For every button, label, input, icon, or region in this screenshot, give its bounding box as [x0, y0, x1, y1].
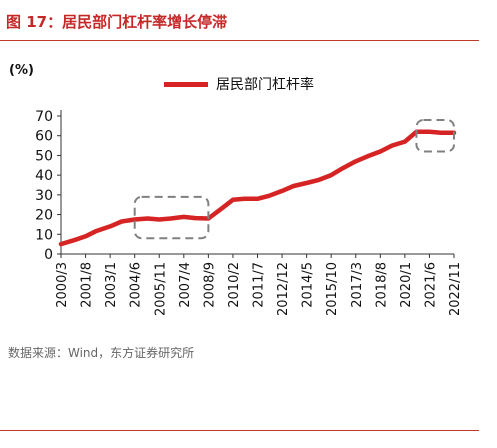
legend-swatch — [164, 82, 208, 87]
highlight-box — [415, 118, 456, 153]
y-tick-label: 0 — [44, 247, 53, 263]
figure-title: 图 17：居民部门杠杆率增长停滞 — [6, 13, 228, 31]
x-tick-label: 2007/4 — [178, 262, 193, 308]
y-tick-label: 70 — [35, 109, 53, 125]
y-tick-label: 60 — [35, 129, 53, 145]
x-tick-label: 2014/5 — [301, 262, 316, 308]
x-tick-label: 2011/7 — [252, 262, 267, 308]
x-tick-label: 2010/2 — [227, 262, 242, 308]
x-tick-label: 2022/11 — [448, 262, 463, 316]
legend-label: 居民部门杠杆率 — [216, 77, 314, 93]
x-tick-label: 2021/6 — [423, 262, 438, 308]
y-tick-label: 10 — [35, 227, 53, 243]
x-tick-label: 2008/9 — [202, 262, 217, 308]
x-tick-label: 2001/8 — [80, 262, 95, 308]
bottom-divider — [0, 430, 479, 431]
x-tick-label: 2018/8 — [374, 262, 389, 308]
y-tick-label: 30 — [35, 188, 53, 204]
y-axis-unit: (%) — [9, 63, 34, 78]
series-line — [58, 129, 457, 247]
y-tick-label: 20 — [35, 208, 53, 224]
y-tick-label: 50 — [35, 148, 53, 164]
x-tick-label: 2005/11 — [153, 262, 168, 316]
highlight-box — [133, 195, 210, 240]
x-tick-label: 2012/12 — [276, 262, 291, 316]
figure-header: 图 17：居民部门杠杆率增长停滞 — [0, 0, 479, 41]
x-tick-label: 2020/1 — [399, 262, 414, 308]
y-tick-label: 40 — [35, 168, 53, 184]
x-tick-label: 2000/3 — [55, 262, 70, 308]
x-tick-label: 2017/3 — [350, 262, 365, 308]
source-note: 数据来源：Wind，东方证券研究所 — [8, 346, 195, 360]
x-tick-label: 2015/10 — [325, 262, 340, 316]
x-tick-label: 2004/6 — [129, 262, 144, 308]
x-tick-label: 2003/1 — [104, 262, 119, 308]
